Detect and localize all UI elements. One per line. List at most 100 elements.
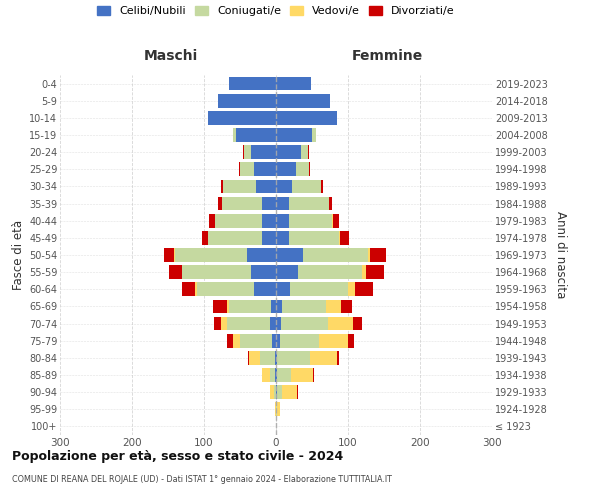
Bar [175,248,247,262]
Bar [283,386,297,399]
Bar [229,300,271,314]
Bar [240,162,254,176]
Bar [169,266,182,279]
Bar [309,162,310,176]
Bar [208,231,262,244]
Bar [276,368,277,382]
Bar [276,76,311,90]
Bar [270,316,276,330]
Bar [276,386,277,399]
Text: Femmine: Femmine [352,48,422,62]
Bar [301,146,308,159]
Bar [262,196,276,210]
Bar [244,146,251,159]
Bar [297,386,298,399]
Bar [227,316,270,330]
Bar [310,351,337,364]
Bar [223,180,256,194]
Bar [275,402,276,416]
Bar [296,162,309,176]
Text: Popolazione per età, sesso e stato civile - 2024: Popolazione per età, sesso e stato civil… [12,450,343,463]
Bar [208,111,276,124]
Bar [251,146,276,159]
Bar [275,368,276,382]
Bar [260,351,275,364]
Bar [254,282,276,296]
Bar [348,334,354,347]
Bar [362,266,366,279]
Bar [277,368,291,382]
Bar [280,334,319,347]
Bar [355,282,373,296]
Bar [276,214,289,228]
Bar [341,300,352,314]
Bar [233,334,240,347]
Bar [221,316,227,330]
Bar [292,180,320,194]
Bar [329,196,332,210]
Bar [247,248,276,262]
Bar [202,231,208,244]
Bar [248,351,250,364]
Bar [276,111,337,124]
Bar [281,316,328,330]
Bar [276,316,281,330]
Bar [269,368,275,382]
Bar [218,94,276,108]
Bar [222,196,262,210]
Y-axis label: Fasce di età: Fasce di età [11,220,25,290]
Bar [319,334,348,347]
Legend: Celibi/Nubili, Coniugati/e, Vedovi/e, Divorziati/e: Celibi/Nubili, Coniugati/e, Vedovi/e, Di… [97,6,455,16]
Bar [328,316,353,330]
Bar [233,128,236,142]
Bar [276,162,296,176]
Bar [298,266,362,279]
Bar [276,146,301,159]
Bar [272,334,276,347]
Bar [221,180,223,194]
Bar [276,351,277,364]
Bar [313,368,314,382]
Bar [276,231,289,244]
Bar [262,214,276,228]
Bar [227,300,229,314]
Bar [276,94,330,108]
Bar [276,300,282,314]
Bar [290,282,348,296]
Bar [218,196,222,210]
Bar [276,248,304,262]
Bar [277,351,310,364]
Bar [182,282,196,296]
Bar [320,180,323,194]
Text: Maschi: Maschi [144,48,198,62]
Bar [276,266,298,279]
Text: COMUNE DI REANA DEL ROJALE (UD) - Dati ISTAT 1° gennaio 2024 - Elaborazione TUTT: COMUNE DI REANA DEL ROJALE (UD) - Dati I… [12,475,392,484]
Bar [270,386,274,399]
Bar [236,128,276,142]
Bar [251,266,276,279]
Bar [276,180,292,194]
Bar [282,300,326,314]
Bar [276,196,289,210]
Bar [276,128,312,142]
Bar [337,351,340,364]
Bar [262,231,276,244]
Bar [289,214,332,228]
Bar [275,351,276,364]
Y-axis label: Anni di nascita: Anni di nascita [554,212,567,298]
Bar [271,300,276,314]
Bar [276,402,277,416]
Bar [182,266,251,279]
Bar [256,180,276,194]
Bar [209,214,215,228]
Bar [353,316,362,330]
Bar [227,334,233,347]
Bar [277,386,283,399]
Bar [276,282,290,296]
Bar [212,300,227,314]
Bar [312,128,316,142]
Bar [254,162,276,176]
Bar [196,282,197,296]
Bar [289,231,340,244]
Bar [308,146,309,159]
